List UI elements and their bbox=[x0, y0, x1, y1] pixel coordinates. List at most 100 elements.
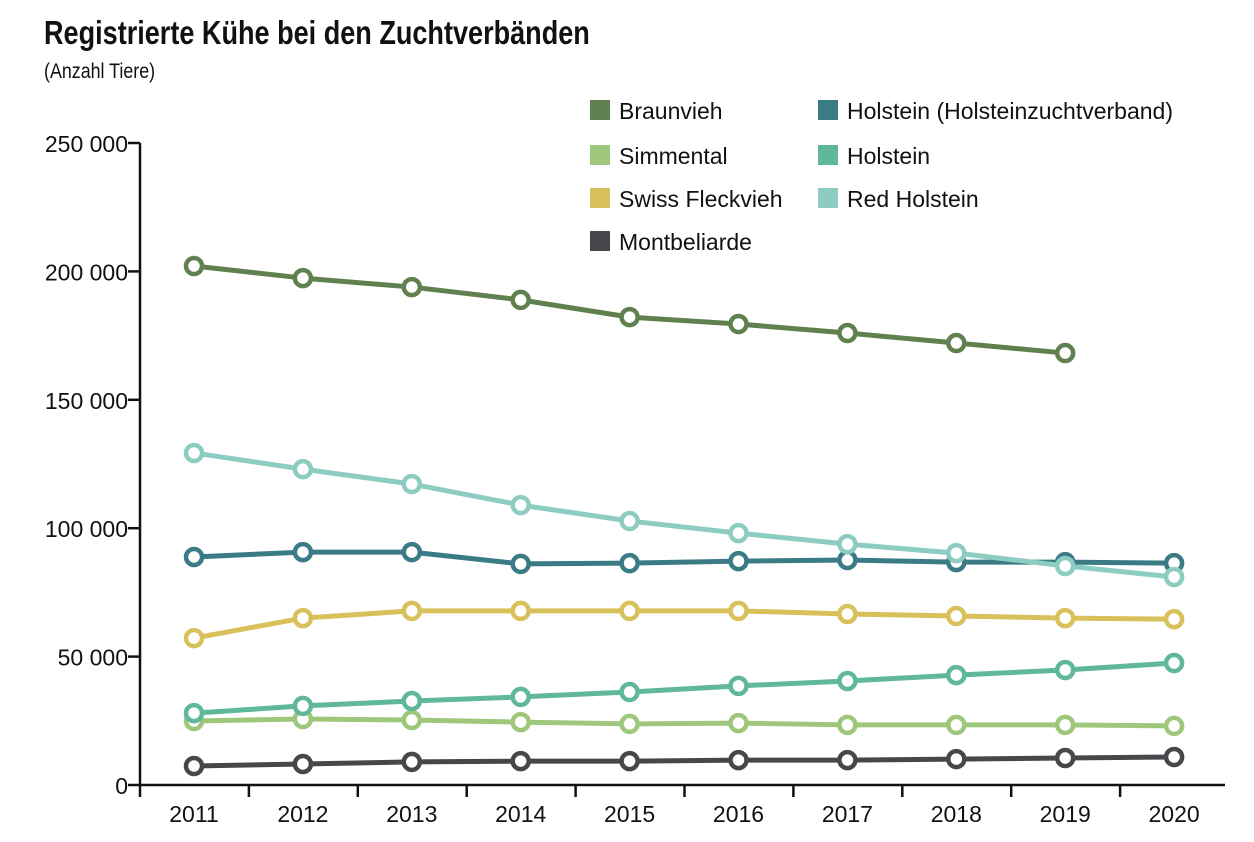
legend-label: Holstein bbox=[847, 143, 930, 169]
data-point bbox=[728, 550, 749, 572]
data-point bbox=[837, 670, 858, 692]
x-tick-label: 2020 bbox=[1149, 801, 1200, 827]
data-point bbox=[1054, 607, 1076, 629]
data-point bbox=[837, 549, 858, 571]
data-point bbox=[619, 681, 640, 703]
data-point bbox=[292, 267, 314, 289]
data-point bbox=[1163, 746, 1185, 768]
data-point bbox=[401, 541, 423, 563]
data-point bbox=[401, 751, 423, 773]
legend-label: Swiss Fleckvieh bbox=[619, 186, 783, 212]
data-point bbox=[401, 690, 423, 712]
chart-title: Registrierte Kühe bei den Zuchtverbänden bbox=[44, 14, 590, 51]
data-point bbox=[401, 709, 423, 731]
data-point bbox=[183, 755, 205, 777]
data-point bbox=[510, 750, 531, 772]
x-tick-label: 2019 bbox=[1040, 801, 1091, 827]
data-point bbox=[946, 714, 967, 736]
legend-swatch bbox=[818, 188, 838, 208]
data-point bbox=[837, 322, 858, 344]
data-point bbox=[183, 546, 205, 568]
data-point bbox=[183, 702, 205, 724]
data-point bbox=[292, 607, 314, 629]
data-point bbox=[946, 605, 967, 627]
data-point bbox=[401, 600, 423, 622]
data-point bbox=[837, 603, 858, 625]
data-point bbox=[183, 255, 205, 277]
legend-swatch bbox=[590, 188, 610, 208]
data-point bbox=[1163, 715, 1185, 737]
data-point bbox=[510, 289, 531, 311]
data-point bbox=[401, 276, 423, 298]
series-line-montbeliarde bbox=[193, 754, 1175, 769]
data-point bbox=[1163, 566, 1185, 588]
data-point bbox=[183, 627, 205, 649]
data-point bbox=[183, 442, 205, 464]
data-point bbox=[510, 711, 531, 733]
data-point bbox=[946, 664, 967, 686]
chart-subtitle: (Anzahl Tiere) bbox=[44, 60, 156, 83]
data-point bbox=[1054, 747, 1076, 769]
data-point bbox=[728, 712, 749, 734]
x-tick-label: 2012 bbox=[277, 801, 328, 827]
series-line-swiss-fleckvieh bbox=[193, 608, 1175, 641]
legend-swatch bbox=[818, 145, 838, 165]
data-point bbox=[619, 510, 640, 532]
y-tick-label: 150 000 bbox=[45, 388, 128, 414]
data-point bbox=[728, 313, 749, 335]
data-point bbox=[619, 552, 640, 574]
data-point bbox=[1054, 714, 1076, 736]
y-tick-label: 200 000 bbox=[45, 259, 128, 285]
data-point bbox=[510, 553, 531, 575]
data-point bbox=[401, 473, 423, 495]
y-tick-label: 100 000 bbox=[45, 516, 128, 542]
legend-label: Red Holstein bbox=[847, 186, 979, 212]
data-point bbox=[292, 695, 314, 717]
series-line-red-holstein bbox=[193, 450, 1175, 580]
data-point bbox=[728, 600, 749, 622]
data-point bbox=[510, 600, 531, 622]
data-point bbox=[619, 750, 640, 772]
data-point bbox=[728, 749, 749, 771]
data-point bbox=[619, 600, 640, 622]
data-point bbox=[837, 714, 858, 736]
series-line-holstein-holsteinzuchtverband- bbox=[193, 549, 1175, 567]
data-point bbox=[619, 306, 640, 328]
x-tick-label: 2017 bbox=[822, 801, 873, 827]
data-point bbox=[1163, 608, 1185, 630]
data-point bbox=[1163, 652, 1185, 674]
series-line-simmental bbox=[193, 716, 1175, 729]
y-tick-label: 50 000 bbox=[58, 645, 128, 671]
data-point bbox=[619, 713, 640, 735]
x-tick-label: 2014 bbox=[495, 801, 546, 827]
y-tick-label: 250 000 bbox=[45, 131, 128, 157]
legend-swatch bbox=[818, 100, 838, 120]
series-line-holstein bbox=[193, 660, 1175, 716]
legend-label: Montbeliarde bbox=[619, 229, 752, 255]
legend-label: Holstein (Holsteinzuchtverband) bbox=[847, 98, 1173, 124]
data-point bbox=[1054, 659, 1076, 681]
data-point bbox=[728, 522, 749, 544]
data-point bbox=[510, 494, 531, 516]
legend-label: Simmental bbox=[619, 143, 728, 169]
data-point bbox=[946, 542, 967, 564]
data-point bbox=[837, 749, 858, 771]
data-point bbox=[292, 458, 314, 480]
x-tick-label: 2018 bbox=[931, 801, 982, 827]
x-tick-label: 2016 bbox=[713, 801, 764, 827]
x-tick-label: 2015 bbox=[604, 801, 655, 827]
data-point bbox=[510, 686, 531, 708]
data-point bbox=[1054, 342, 1076, 364]
y-tick-label: 0 bbox=[115, 773, 128, 799]
data-point bbox=[728, 675, 749, 697]
x-tick-label: 2011 bbox=[169, 801, 218, 827]
legend-swatch bbox=[590, 100, 610, 120]
data-point bbox=[292, 541, 314, 563]
data-point bbox=[837, 533, 858, 555]
data-point bbox=[1054, 555, 1076, 577]
legend-swatch bbox=[590, 231, 610, 251]
legend-swatch bbox=[590, 145, 610, 165]
data-point bbox=[292, 753, 314, 775]
data-point bbox=[946, 748, 967, 770]
